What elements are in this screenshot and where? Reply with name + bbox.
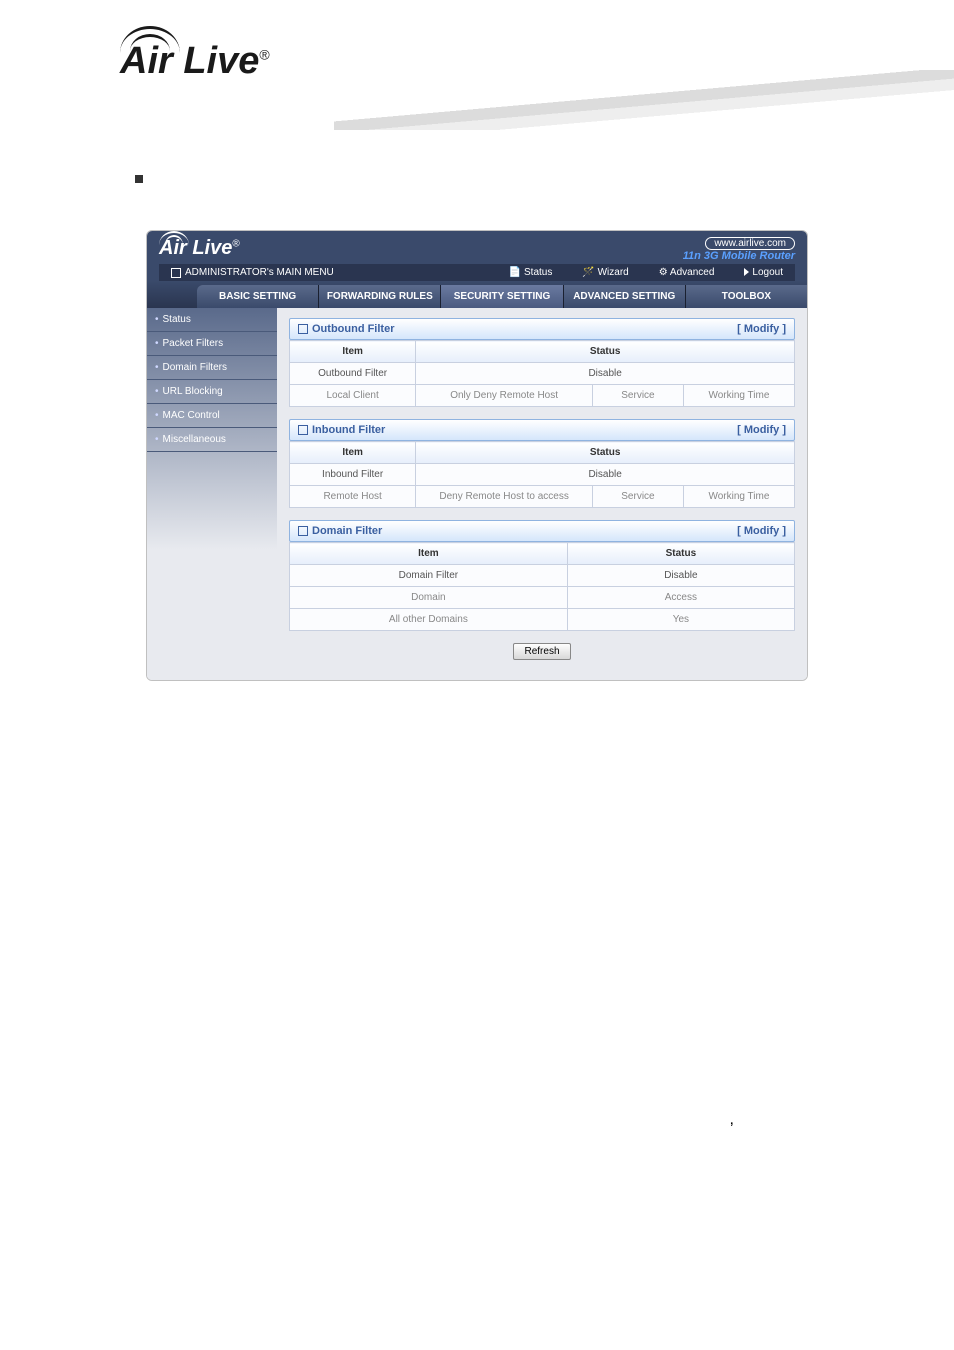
tab-security-setting[interactable]: SECURITY SETTING: [441, 285, 563, 308]
tab-forwarding-rules[interactable]: FORWARDING RULES: [319, 285, 441, 308]
td-inbound-disable: Disable: [416, 464, 795, 486]
th-status-in: Status: [416, 442, 795, 464]
menu-logout[interactable]: Logout: [744, 267, 783, 278]
sidebar-item-domain-filters[interactable]: Domain Filters: [147, 356, 277, 380]
td-deny-remote: Deny Remote Host to access: [416, 486, 593, 508]
modify-link-domain[interactable]: [ Modify ]: [737, 525, 786, 537]
router-main-menu: ADMINISTRATOR's MAIN MENU 📄 Status 🪄 Wiz…: [159, 264, 795, 281]
panel-title-outbound: Outbound Filter: [312, 323, 394, 335]
td-outbound-filter: Outbound Filter: [290, 363, 416, 385]
td-all-other-domains: All other Domains: [290, 609, 568, 631]
table-domain: Item Status Domain Filter Disable Domain…: [289, 542, 795, 631]
router-top-bar: Air Live® www.airlive.com 11n 3G Mobile …: [147, 231, 807, 281]
tab-advanced-setting[interactable]: ADVANCED SETTING: [564, 285, 686, 308]
panel-title-domain: Domain Filter: [312, 525, 382, 537]
sidebar-item-url-blocking[interactable]: URL Blocking: [147, 380, 277, 404]
menu-status[interactable]: 📄 Status: [509, 267, 553, 278]
sidebar-item-mac-control[interactable]: MAC Control: [147, 404, 277, 428]
main-menu-label: ADMINISTRATOR's MAIN MENU: [185, 267, 334, 278]
td-domain: Domain: [290, 587, 568, 609]
sidebar-item-packet-filters[interactable]: Packet Filters: [147, 332, 277, 356]
footer-comma: ,: [0, 1111, 954, 1129]
td-service-out: Service: [593, 385, 684, 407]
menu-square-icon: [171, 268, 181, 278]
table-inbound: Item Status Inbound Filter Disable Remot…: [289, 441, 795, 508]
router-logo-reg: ®: [232, 238, 239, 249]
header-stripes-decor: [334, 70, 954, 130]
logo-registered: ®: [259, 46, 269, 62]
sidebar-item-status[interactable]: Status: [147, 308, 277, 332]
panel-title-inbound: Inbound Filter: [312, 424, 385, 436]
panel-square-icon: [298, 425, 308, 435]
panel-head-inbound: Inbound Filter [ Modify ]: [289, 419, 795, 441]
panel-head-domain: Domain Filter [ Modify ]: [289, 520, 795, 542]
router-body: Status Packet Filters Domain Filters URL…: [147, 308, 807, 680]
menu-wizard[interactable]: 🪄 Wizard: [582, 267, 628, 278]
th-item: Item: [290, 341, 416, 363]
refresh-button[interactable]: Refresh: [513, 643, 570, 660]
page-header: Air Live®: [0, 0, 954, 130]
router-url-pill[interactable]: www.airlive.com: [705, 237, 795, 250]
menu-advanced[interactable]: ⚙ Advanced: [659, 267, 715, 278]
td-local-client: Local Client: [290, 385, 416, 407]
router-tagline: www.airlive.com 11n 3G Mobile Router: [683, 237, 795, 262]
td-outbound-disable: Disable: [416, 363, 795, 385]
td-working-time-in: Working Time: [683, 486, 794, 508]
modify-link-outbound[interactable]: [ Modify ]: [737, 323, 786, 335]
td-working-time-out: Working Time: [683, 385, 794, 407]
td-access: Access: [567, 587, 794, 609]
airlive-logo: Air Live®: [120, 40, 270, 83]
bullet-row: [0, 170, 954, 190]
panel-square-icon: [298, 324, 308, 334]
panel-inbound-filter: Inbound Filter [ Modify ] Item Status In…: [289, 419, 795, 508]
table-outbound: Item Status Outbound Filter Disable Loca…: [289, 340, 795, 407]
panel-square-icon: [298, 526, 308, 536]
router-admin-window: Air Live® www.airlive.com 11n 3G Mobile …: [146, 230, 808, 681]
td-yes: Yes: [567, 609, 794, 631]
td-domain-disable: Disable: [567, 565, 794, 587]
td-only-deny: Only Deny Remote Host: [416, 385, 593, 407]
panel-head-outbound: Outbound Filter [ Modify ]: [289, 318, 795, 340]
modify-link-inbound[interactable]: [ Modify ]: [737, 424, 786, 436]
sidebar-item-miscellaneous[interactable]: Miscellaneous: [147, 428, 277, 452]
router-logo: Air Live®: [159, 237, 240, 260]
th-status-dom: Status: [567, 543, 794, 565]
square-bullet-icon: [135, 175, 143, 183]
tab-toolbox[interactable]: TOOLBOX: [686, 285, 807, 308]
tab-basic-setting[interactable]: BASIC SETTING: [197, 285, 319, 308]
th-status: Status: [416, 341, 795, 363]
th-item-dom: Item: [290, 543, 568, 565]
refresh-row: Refresh: [289, 643, 795, 660]
panel-outbound-filter: Outbound Filter [ Modify ] Item Status O…: [289, 318, 795, 407]
router-sidebar: Status Packet Filters Domain Filters URL…: [147, 308, 277, 680]
panel-domain-filter: Domain Filter [ Modify ] Item Status Dom…: [289, 520, 795, 631]
router-main: Outbound Filter [ Modify ] Item Status O…: [277, 308, 807, 680]
logout-arrow-icon: [744, 268, 749, 276]
router-tabs: BASIC SETTING FORWARDING RULES SECURITY …: [147, 281, 807, 308]
td-domain-filter: Domain Filter: [290, 565, 568, 587]
td-remote-host: Remote Host: [290, 486, 416, 508]
router-subtitle: 11n 3G Mobile Router: [683, 250, 795, 262]
th-item-in: Item: [290, 442, 416, 464]
td-inbound-filter: Inbound Filter: [290, 464, 416, 486]
td-service-in: Service: [593, 486, 684, 508]
